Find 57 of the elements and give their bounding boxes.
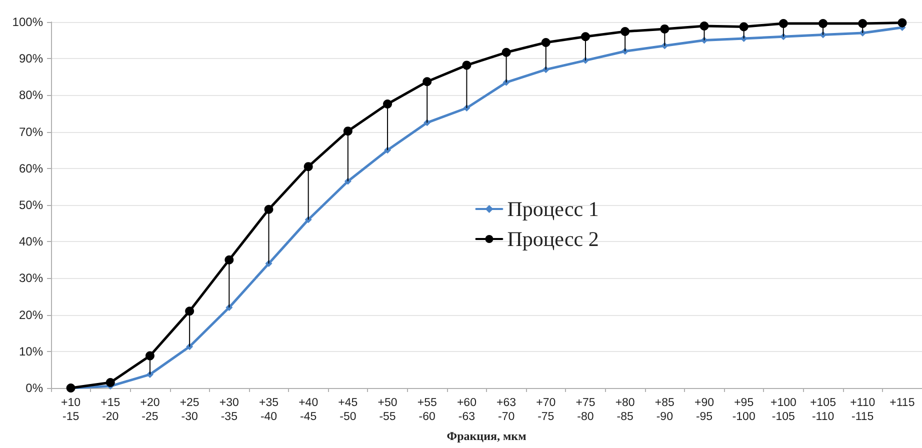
- x-tick-label: +45 -50: [338, 397, 358, 423]
- y-tick-label: 30%: [18, 271, 44, 286]
- y-tick-label: 80%: [18, 88, 44, 102]
- x-tick-label: +90 -95: [694, 397, 714, 423]
- x-tick-label: +110 -115: [850, 397, 876, 423]
- x-tick-label: +100 -105: [770, 397, 796, 423]
- point: [185, 306, 194, 316]
- legend-label: Процесс 2: [507, 227, 599, 251]
- point: [700, 22, 709, 31]
- point: [224, 255, 234, 264]
- x-tick-label: +35 -40: [258, 397, 279, 423]
- point: [541, 38, 550, 47]
- point: [818, 18, 828, 28]
- x-tick-label: +115: [890, 397, 915, 409]
- x-tick-label: +75 -80: [576, 397, 596, 423]
- x-tick-label: +20 -25: [140, 397, 160, 423]
- x-tick-label: +80 -85: [615, 397, 635, 423]
- point: [739, 22, 748, 32]
- x-tick-label: +30 -35: [219, 397, 239, 423]
- point: [422, 77, 432, 86]
- point: [106, 378, 115, 388]
- point: [858, 18, 868, 28]
- point: [462, 60, 472, 70]
- y-tick-label: 100%: [12, 15, 44, 29]
- point: [304, 162, 313, 172]
- x-tick-label: +10 -15: [61, 397, 81, 423]
- point: [620, 27, 630, 36]
- x-tick-label: +95 -100: [732, 397, 756, 423]
- point: [145, 351, 154, 360]
- legend-label: Процесс 1: [507, 197, 599, 221]
- y-tick-label: 20%: [18, 308, 44, 322]
- x-tick-label: +85 -90: [654, 397, 674, 423]
- y-tick-label: 60%: [18, 161, 44, 176]
- x-tick-label: +25 -30: [180, 397, 200, 423]
- point: [383, 99, 392, 108]
- point: [898, 18, 907, 28]
- y-tick-label: 90%: [18, 52, 44, 66]
- point: [343, 126, 352, 136]
- y-tick-label: 40%: [18, 234, 44, 249]
- x-tick-label: +105 -110: [810, 397, 836, 423]
- x-axis-title: Фракция, мкм: [446, 429, 526, 443]
- x-tick-label: +70 -75: [536, 397, 556, 423]
- x-tick-label: +55 -60: [417, 397, 437, 423]
- y-tick-label: 10%: [18, 344, 44, 358]
- x-tick-label: +60 -63: [456, 397, 476, 423]
- point: [580, 32, 590, 42]
- y-tick-label: 0%: [26, 381, 44, 395]
- point: [778, 18, 788, 28]
- x-tick-label: +15 -20: [100, 397, 120, 423]
- y-tick-label: 70%: [18, 124, 44, 139]
- point: [502, 48, 511, 57]
- point: [264, 204, 274, 214]
- x-tick-label: +63 -70: [496, 397, 516, 423]
- x-tick-label: +40 -45: [298, 397, 318, 423]
- x-tick-label: +50 -55: [378, 397, 398, 423]
- point: [660, 24, 670, 34]
- y-tick-label: 50%: [18, 198, 44, 212]
